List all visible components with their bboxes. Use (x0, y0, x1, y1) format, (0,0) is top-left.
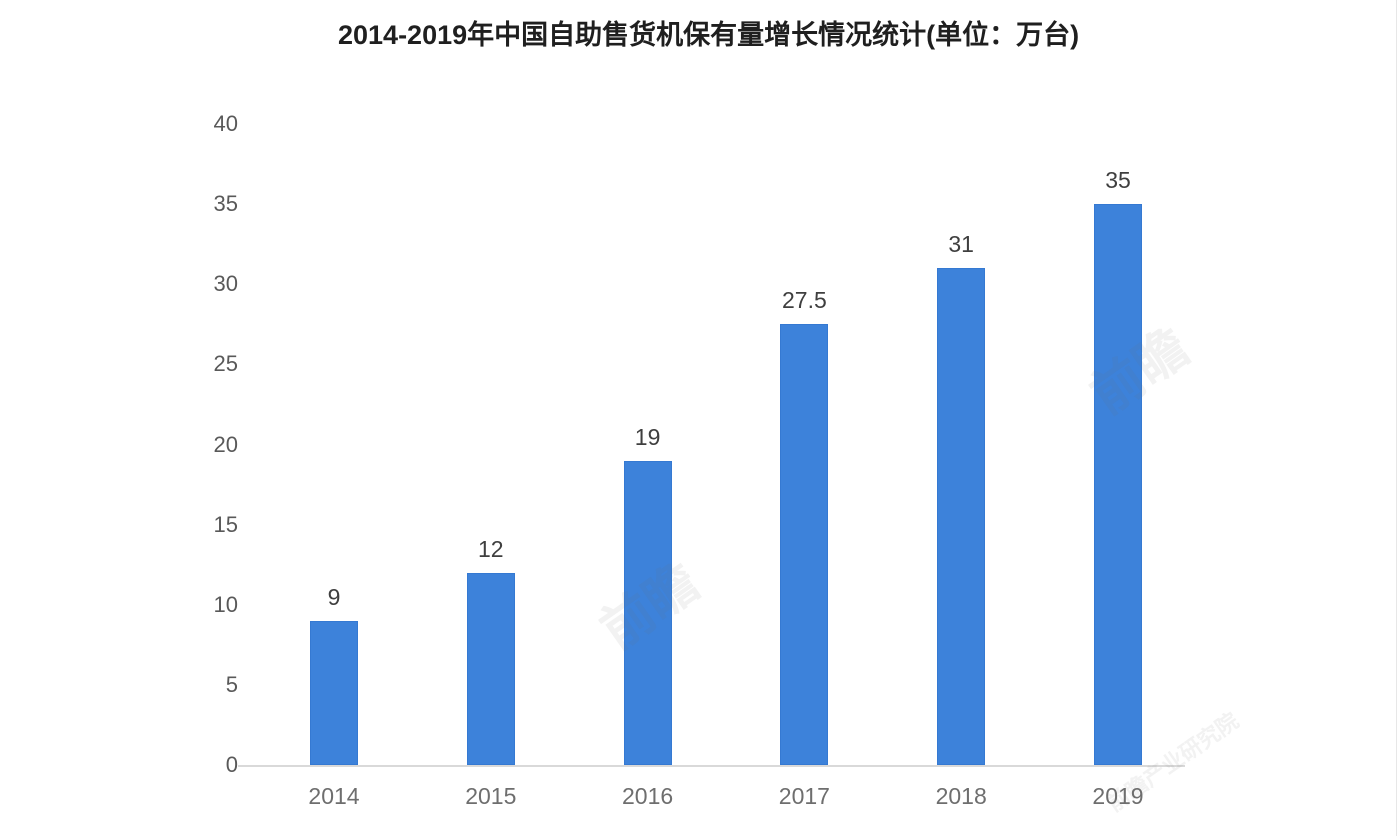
x-axis-line (238, 765, 1185, 767)
y-tick-label-20: 20 (213, 431, 238, 457)
x-tick-label-2019: 2019 (1092, 783, 1144, 809)
data-label-2015: 12 (478, 536, 504, 562)
y-tick-label-40: 40 (213, 111, 238, 136)
y-tick-label-15: 15 (213, 511, 238, 537)
bar-2017 (780, 324, 829, 765)
bar-2018 (937, 268, 986, 765)
x-tick-label-2018: 2018 (935, 783, 987, 809)
bar-2014 (310, 621, 358, 765)
x-tick-label-2015: 2015 (465, 783, 517, 809)
y-tick-label-5: 5 (225, 671, 238, 697)
y-tick-label-25: 25 (213, 351, 238, 377)
data-label-2014: 9 (327, 584, 341, 610)
y-tick-label-10: 10 (213, 591, 238, 617)
bar-2019 (1094, 204, 1142, 765)
data-label-2017: 27.5 (782, 287, 827, 313)
y-tick-label-30: 30 (213, 271, 238, 297)
data-label-2019: 35 (1105, 167, 1131, 193)
x-tick-label-2014: 2014 (308, 783, 360, 809)
bar-2016 (623, 461, 672, 765)
bar-2015 (466, 573, 515, 765)
data-label-2018: 31 (948, 231, 974, 257)
x-tick-label-2016: 2016 (622, 783, 674, 809)
image-edge-line (1396, 0, 1397, 836)
y-tick-label-35: 35 (213, 191, 238, 217)
data-label-2016: 19 (634, 424, 661, 450)
y-tick-label-0: 0 (225, 752, 238, 777)
x-tick-label-2017: 2017 (778, 783, 830, 809)
chart-title: 2014-2019年中国自助售货机保有量增长情况统计(单位：万台) (338, 20, 1080, 50)
